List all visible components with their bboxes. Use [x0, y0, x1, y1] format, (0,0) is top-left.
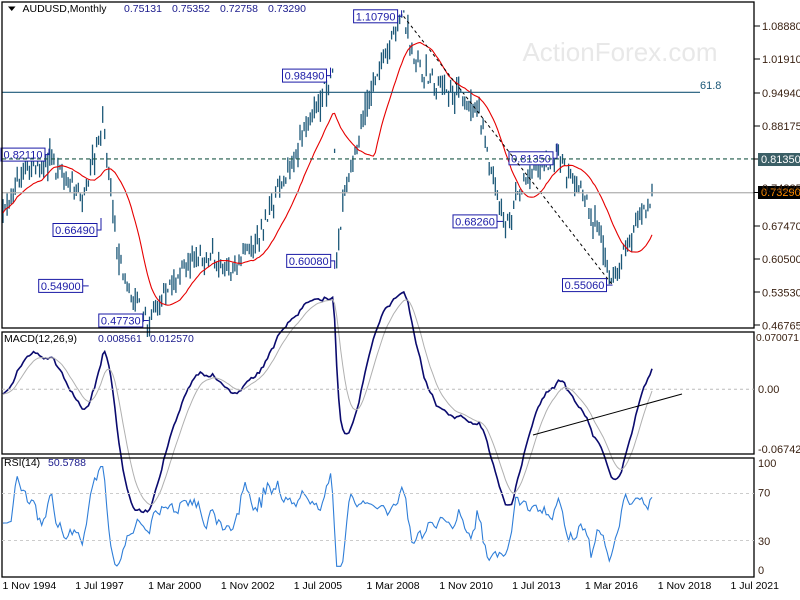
svg-text:0.75131: 0.75131 [124, 3, 162, 15]
svg-text:0.81350: 0.81350 [761, 154, 800, 166]
svg-text:70: 70 [758, 488, 770, 500]
svg-text:0.54900: 0.54900 [41, 281, 81, 293]
svg-text:0.88175: 0.88175 [762, 121, 800, 133]
svg-text:1 Nov 2010: 1 Nov 2010 [439, 580, 493, 592]
svg-text:0.82110: 0.82110 [4, 150, 43, 162]
svg-text:0.72758: 0.72758 [220, 3, 258, 15]
svg-text:0.60500: 0.60500 [762, 254, 800, 266]
svg-text:RSI(14): RSI(14) [4, 457, 40, 469]
svg-text:1 Nov 1994: 1 Nov 1994 [3, 580, 57, 592]
svg-text:1 Nov 2018: 1 Nov 2018 [658, 580, 712, 592]
svg-text:0.60080: 0.60080 [289, 256, 329, 268]
svg-text:50.5788: 50.5788 [48, 457, 86, 469]
svg-text:1.10790: 1.10790 [356, 11, 396, 23]
svg-text:1 Mar 2016: 1 Mar 2016 [585, 580, 638, 592]
svg-text:1 Mar 2000: 1 Mar 2000 [148, 580, 201, 592]
svg-text:0.73290: 0.73290 [268, 3, 306, 15]
svg-text:1.01910: 1.01910 [762, 54, 800, 66]
svg-text:0.67470: 0.67470 [762, 221, 800, 233]
svg-text:100: 100 [758, 458, 776, 470]
svg-text:0.94940: 0.94940 [762, 88, 800, 100]
svg-text:0.66490: 0.66490 [55, 225, 95, 237]
svg-text:0.74225: 0.74225 [762, 183, 800, 195]
svg-text:1 Jul 2021: 1 Jul 2021 [731, 580, 780, 592]
svg-text:0.53530: 0.53530 [762, 288, 800, 300]
svg-text:AUDUSD,Monthly: AUDUSD,Monthly [23, 3, 108, 15]
svg-text:1 Mar 2008: 1 Mar 2008 [367, 580, 420, 592]
svg-text:0.55060: 0.55060 [565, 280, 605, 292]
svg-text:0.00: 0.00 [758, 384, 779, 396]
svg-text:1 Jul 2005: 1 Jul 2005 [294, 580, 343, 592]
svg-text:0.070071: 0.070071 [756, 333, 799, 344]
svg-text:0.75352: 0.75352 [172, 3, 210, 15]
svg-text:1 Nov 2002: 1 Nov 2002 [221, 580, 275, 592]
svg-text:0.47730: 0.47730 [101, 316, 141, 328]
svg-text:30: 30 [758, 536, 770, 548]
svg-text:0: 0 [758, 565, 764, 577]
svg-text:0.012570: 0.012570 [150, 333, 194, 345]
svg-text:-0.067423: -0.067423 [758, 444, 800, 456]
svg-text:61.8: 61.8 [700, 80, 721, 92]
svg-text:0.68260: 0.68260 [455, 216, 495, 228]
svg-text:0.98490: 0.98490 [285, 71, 325, 83]
svg-text:1 Jul 1997: 1 Jul 1997 [75, 580, 124, 592]
svg-text:0.46765: 0.46765 [762, 321, 800, 333]
svg-text:ActionForex.com: ActionForex.com [522, 37, 717, 67]
svg-text:1 Jul 2013: 1 Jul 2013 [512, 580, 561, 592]
svg-text:MACD(12,26,9): MACD(12,26,9) [4, 333, 77, 345]
svg-text:1.08880: 1.08880 [762, 21, 800, 33]
svg-text:0.008561: 0.008561 [98, 333, 142, 345]
